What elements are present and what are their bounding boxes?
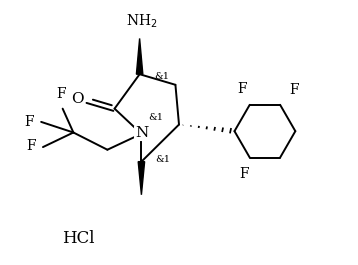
Polygon shape bbox=[136, 38, 143, 74]
Text: O: O bbox=[71, 92, 83, 106]
Text: F: F bbox=[26, 139, 36, 153]
Text: F: F bbox=[24, 115, 34, 129]
Text: F: F bbox=[238, 82, 247, 96]
Text: HCl: HCl bbox=[63, 230, 95, 247]
Polygon shape bbox=[138, 162, 145, 195]
Text: N: N bbox=[135, 126, 148, 140]
Text: NH$_2$: NH$_2$ bbox=[126, 12, 157, 30]
Text: F: F bbox=[289, 83, 299, 97]
Text: &1: &1 bbox=[148, 113, 163, 122]
Text: &1: &1 bbox=[156, 154, 171, 164]
Text: &1: &1 bbox=[154, 72, 169, 81]
Text: F: F bbox=[56, 87, 66, 101]
Text: F: F bbox=[240, 167, 249, 181]
